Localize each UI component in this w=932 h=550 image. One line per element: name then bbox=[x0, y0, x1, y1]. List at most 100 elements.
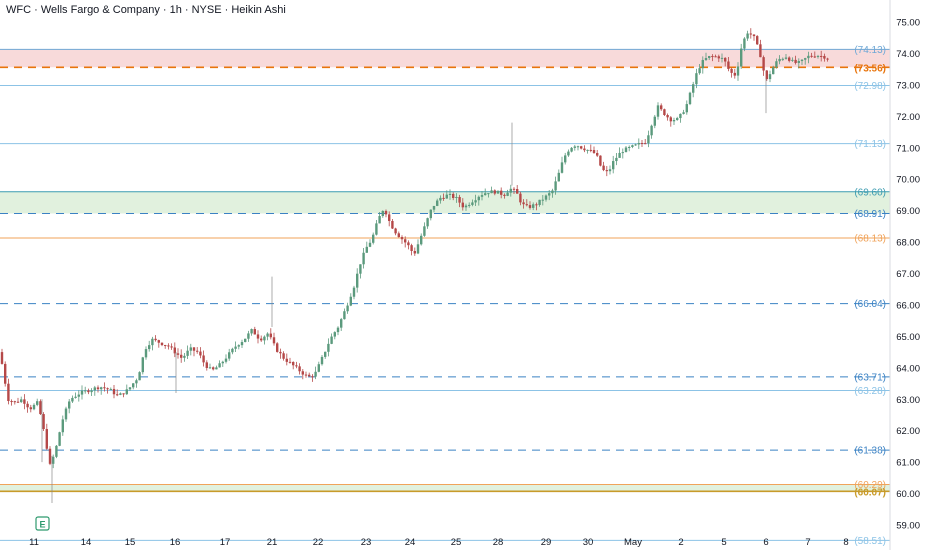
candle-body bbox=[173, 347, 176, 354]
x-tick-label: 28 bbox=[493, 537, 504, 548]
candle-body bbox=[708, 56, 711, 59]
y-tick-label: 68.00 bbox=[896, 238, 920, 249]
candle-body bbox=[26, 403, 29, 408]
candle-body bbox=[746, 33, 749, 39]
x-tick-label: 8 bbox=[843, 537, 848, 548]
candle-body bbox=[516, 189, 519, 194]
x-tick-label: 25 bbox=[451, 537, 462, 548]
candle-body bbox=[160, 342, 164, 346]
candle-body bbox=[804, 58, 807, 60]
candle-body bbox=[234, 346, 237, 349]
candle-body bbox=[720, 57, 724, 59]
candle-body bbox=[231, 348, 234, 353]
x-tick-label: 7 bbox=[805, 537, 810, 548]
candle-body bbox=[167, 345, 170, 347]
candle-body bbox=[676, 118, 679, 120]
price-axis[interactable]: 75.00 74.00 73.00 72.00 71.00 70.00 69.00 68.00… bbox=[889, 0, 920, 550]
earnings-marker[interactable]: E bbox=[35, 516, 50, 531]
y-tick-label: 75.00 bbox=[896, 18, 920, 29]
candle-body bbox=[90, 390, 93, 393]
candle-body bbox=[4, 363, 7, 384]
candle-body bbox=[77, 394, 80, 397]
candle-body bbox=[215, 367, 218, 370]
candle-body bbox=[711, 56, 714, 58]
candle-body bbox=[74, 396, 77, 398]
candle-body bbox=[519, 193, 522, 203]
candle-body bbox=[272, 337, 276, 344]
candle-body bbox=[647, 135, 650, 144]
candle-body bbox=[701, 59, 704, 69]
y-tick-label: 63.00 bbox=[896, 395, 920, 406]
candle-body bbox=[727, 61, 730, 69]
candle-body bbox=[375, 223, 378, 235]
candle-body bbox=[455, 196, 458, 198]
candles-layer bbox=[0, 28, 829, 503]
candle-body bbox=[474, 200, 477, 203]
candle-body bbox=[810, 55, 813, 57]
candle-body bbox=[548, 193, 551, 196]
candle-body bbox=[247, 333, 250, 339]
x-tick-label: May bbox=[624, 537, 642, 548]
candle-body bbox=[340, 319, 343, 328]
x-tick-label: 5 bbox=[721, 537, 726, 548]
candle-body bbox=[314, 371, 317, 377]
candle-body bbox=[320, 356, 324, 365]
candle-body bbox=[244, 338, 247, 343]
candle-body bbox=[509, 188, 512, 193]
candle-body bbox=[84, 390, 87, 392]
candle-body bbox=[356, 273, 359, 288]
zone-base bbox=[0, 484, 890, 492]
y-tick-label: 60.00 bbox=[896, 489, 920, 500]
candle-body bbox=[740, 48, 743, 67]
candle-body bbox=[410, 245, 413, 251]
candle-body bbox=[580, 146, 583, 149]
candle-body bbox=[765, 70, 768, 80]
candle-body bbox=[781, 58, 784, 60]
candle-body bbox=[400, 237, 404, 240]
y-tick-label: 74.00 bbox=[896, 49, 920, 60]
candle-body bbox=[42, 414, 45, 430]
candle-body bbox=[538, 199, 541, 205]
candle-body bbox=[490, 190, 493, 194]
candle-body bbox=[666, 115, 669, 118]
candle-body bbox=[532, 204, 535, 208]
candle-body bbox=[602, 165, 605, 171]
candle-body bbox=[496, 190, 500, 194]
candle-body bbox=[480, 195, 484, 197]
candle-body bbox=[628, 146, 631, 148]
candle-body bbox=[404, 239, 407, 243]
y-tick-label: 71.00 bbox=[896, 143, 920, 154]
candle-body bbox=[784, 57, 788, 59]
time-axis[interactable]: 11 14 15 16 17 21 22 23 24 25 28 29 30 May 2 5 6 7 8 bbox=[29, 537, 849, 548]
candle-body bbox=[679, 113, 682, 119]
candle-body bbox=[576, 146, 580, 148]
candle-body bbox=[292, 362, 295, 366]
level-label: (63.28) bbox=[854, 386, 886, 397]
candle-body bbox=[762, 57, 765, 71]
candle-body bbox=[13, 401, 16, 403]
candle-body bbox=[589, 149, 592, 151]
candle-body bbox=[640, 142, 644, 144]
candle-body bbox=[416, 244, 420, 254]
y-tick-label: 65.00 bbox=[896, 332, 920, 343]
candle-body bbox=[426, 218, 429, 227]
candle-body bbox=[52, 456, 55, 464]
x-tick-label: 24 bbox=[405, 537, 416, 548]
candle-body bbox=[285, 358, 288, 362]
candle-body bbox=[170, 346, 173, 348]
candle-body bbox=[48, 448, 52, 464]
candle-body bbox=[503, 194, 506, 196]
candle-body bbox=[135, 380, 138, 384]
candle-body bbox=[58, 432, 61, 446]
candle-body bbox=[157, 340, 160, 343]
x-tick-label: 29 bbox=[541, 537, 552, 548]
candle-body bbox=[269, 333, 272, 338]
candle-body bbox=[221, 361, 224, 364]
candle-body bbox=[256, 334, 260, 339]
candle-body bbox=[45, 429, 48, 449]
candle-body bbox=[660, 105, 663, 110]
candle-body bbox=[672, 119, 676, 122]
level-label: (68.91) bbox=[854, 209, 886, 220]
candle-body bbox=[778, 58, 781, 62]
